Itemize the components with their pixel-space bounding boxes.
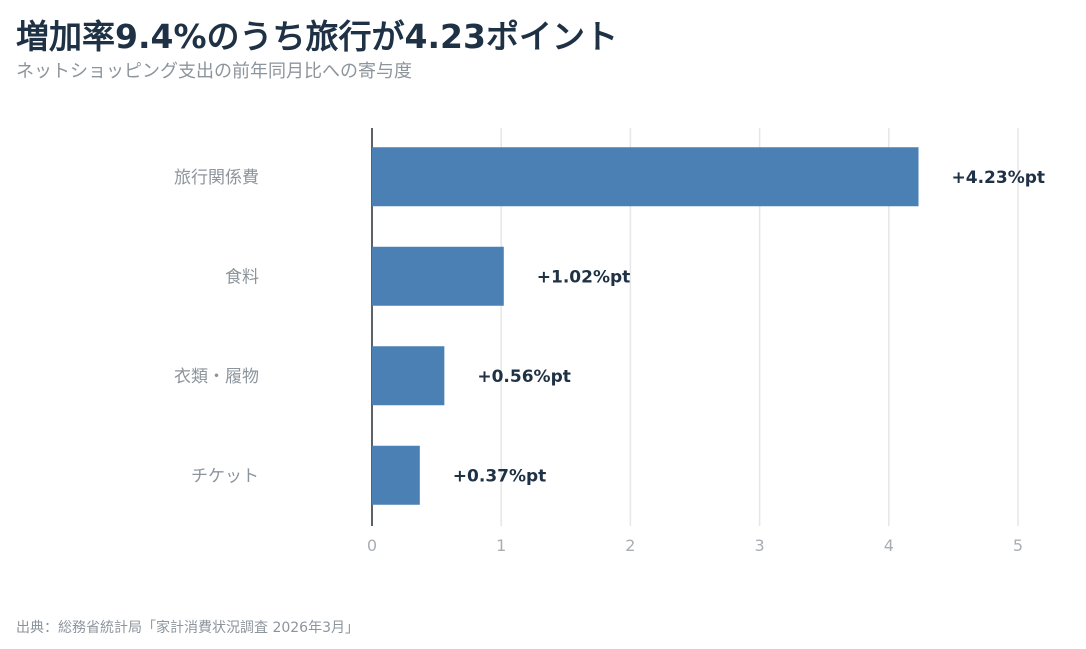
category-label: 衣類・履物 xyxy=(174,367,259,387)
category-label: 旅行関係費 xyxy=(174,168,259,188)
value-label: +1.02%pt xyxy=(537,267,631,287)
bar-0 xyxy=(372,147,919,207)
x-tick-label: 2 xyxy=(625,536,635,555)
bar-2 xyxy=(372,346,445,406)
x-tick-label: 1 xyxy=(496,536,506,555)
ticks-layer: 0 1 2 3 4 5 xyxy=(367,536,1023,555)
value-label: +0.56%pt xyxy=(477,367,571,387)
bar-3 xyxy=(372,445,420,505)
chart-title: 増加率9.4%のうち旅行が4.23ポイント xyxy=(16,17,618,56)
bars-layer xyxy=(372,147,919,505)
x-tick-label: 4 xyxy=(884,536,894,555)
bar-1 xyxy=(372,246,504,306)
x-tick-label: 3 xyxy=(755,536,765,555)
source-note: 出典：総務省統計局「家計消費状況調査 2026年3月」 xyxy=(16,620,359,636)
x-tick-label: 0 xyxy=(367,536,377,555)
labels-layer: 旅行関係費 +4.23%pt 食料 +1.02%pt 衣類・履物 +0.56%pt チケット… xyxy=(174,168,1045,487)
value-label: +4.23%pt xyxy=(952,168,1046,188)
category-label: チケット xyxy=(191,466,259,486)
category-label: 食料 xyxy=(225,267,259,287)
value-label: +0.37%pt xyxy=(453,466,547,486)
x-tick-label: 5 xyxy=(1013,536,1023,555)
chart-subtitle: ネットショッピング支出の前年同月比への寄与度 xyxy=(16,61,412,82)
